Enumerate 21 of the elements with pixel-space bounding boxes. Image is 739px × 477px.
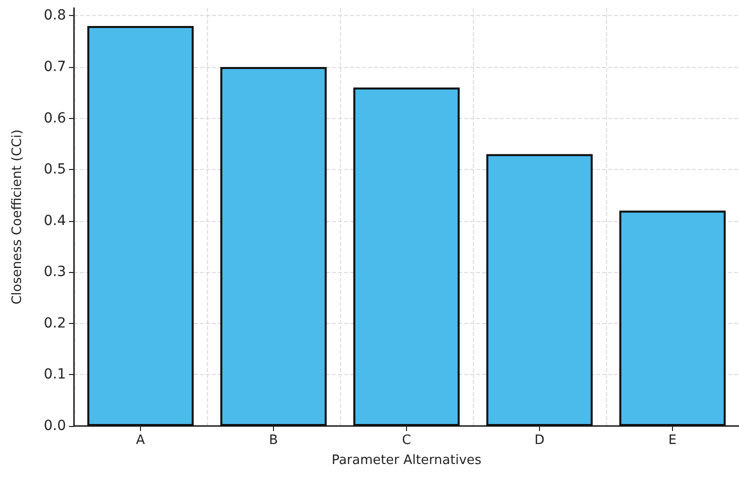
bar xyxy=(353,87,460,426)
x-tick-label: C xyxy=(402,433,412,448)
y-tick-label: 0.1 xyxy=(44,366,66,383)
y-tick-label: 0.2 xyxy=(44,315,66,332)
x-tick-label: E xyxy=(668,433,677,448)
x-tick-label: A xyxy=(136,433,146,448)
bar xyxy=(486,154,593,426)
y-tick-label: 0.8 xyxy=(44,8,66,24)
y-tick-label: 0.6 xyxy=(44,110,66,126)
x-axis-title: Parameter Alternatives xyxy=(332,453,482,468)
x-tick-label: B xyxy=(269,433,278,448)
x-tick-label: D xyxy=(534,433,545,448)
y-tick-label: 0.7 xyxy=(44,58,66,75)
bar xyxy=(619,210,726,426)
y-tick-label: 0.5 xyxy=(44,162,66,178)
y-tick-label: 0.4 xyxy=(44,212,66,229)
y-axis-title: Closeness Coefficient (CCi) xyxy=(10,129,25,305)
bar xyxy=(87,26,194,426)
y-tick-label: 0.3 xyxy=(44,264,66,280)
bar xyxy=(220,66,327,426)
y-tick-label: 0.0 xyxy=(44,418,66,434)
